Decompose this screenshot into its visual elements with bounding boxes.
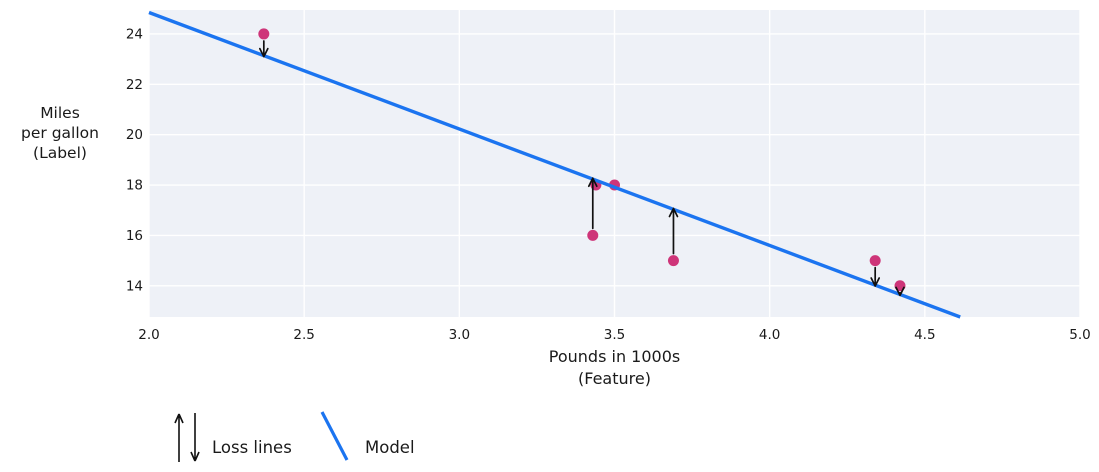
loss-lines-icon [174, 413, 200, 462]
data-point [587, 229, 599, 241]
x-tick-label: 3.5 [604, 327, 625, 343]
legend-label-model: Model [365, 438, 415, 457]
model-line-icon [320, 411, 349, 461]
y-tick-label: 18 [126, 178, 143, 194]
data-point [667, 255, 679, 267]
x-tick-label: 4.0 [759, 327, 780, 343]
y-tick-label: 22 [126, 77, 143, 93]
data-point [894, 280, 906, 292]
scatter-plot-canvas: 2.0 2.5 3.0 3.5 4.0 4.5 5.0 14 16 18 20 22 24 [126, 10, 1091, 343]
x-tick-label: 4.5 [914, 327, 935, 343]
legend-label-loss-lines: Loss lines [212, 438, 292, 457]
loss-arrow-up [668, 207, 679, 255]
data-point [258, 28, 270, 40]
y-axis-label: Miles per gallon (Label) [21, 104, 99, 162]
x-tick-label: 2.0 [138, 327, 159, 343]
x-tick-label: 3.0 [449, 327, 470, 343]
loss-arrow-up [587, 177, 598, 230]
x-tick-label: 2.5 [293, 327, 314, 343]
data-point [869, 255, 881, 267]
x-tick-label: 5.0 [1069, 327, 1090, 343]
y-tick-label: 24 [126, 26, 143, 42]
y-tick-label: 16 [126, 228, 143, 244]
y-tick-label: 14 [126, 278, 143, 294]
y-tick-label: 20 [126, 127, 143, 143]
loss-arrow-down [870, 266, 881, 287]
x-axis-label: Pounds in 1000s (Feature) [548, 347, 681, 388]
loss-arrow-down [895, 286, 905, 297]
model-line [148, 10, 961, 319]
loss-arrow-down [258, 40, 269, 58]
